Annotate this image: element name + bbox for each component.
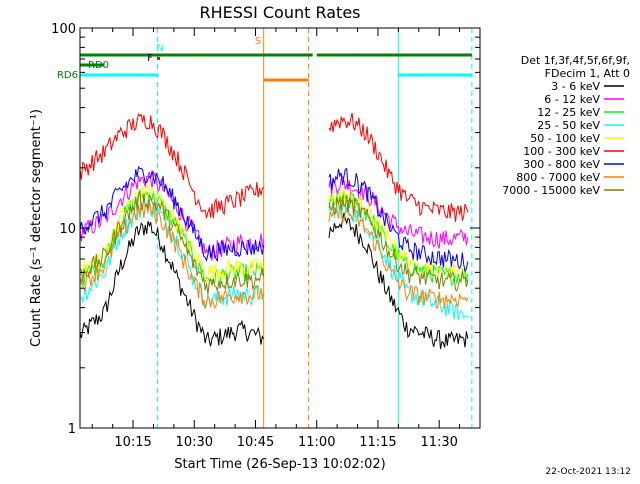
n-label: N [156, 43, 163, 54]
legend-entry-label: 3 - 6 keV [551, 80, 600, 93]
series-line [328, 112, 469, 222]
series-line [328, 194, 469, 292]
legend: Det 1f,3f,4f,5f,6f,9f,FDecim 1, Att 03 -… [502, 54, 630, 197]
x-tick-label: 11:30 [420, 435, 457, 450]
x-tick-label: 11:15 [359, 435, 396, 450]
legend-entry-label: 12 - 25 keV [537, 106, 600, 119]
series-line [328, 167, 469, 273]
series-line [328, 190, 469, 286]
x-tick-label: 10:45 [237, 435, 274, 450]
y-tick-label: 1 [68, 422, 76, 437]
y-tick-label: 10 [59, 222, 76, 237]
legend-entry-label: 800 - 7000 keV [516, 171, 600, 184]
axes: 10:15 10:30 10:45 11:00 11:15 11:30 1 10 100 [51, 22, 481, 450]
date-stamp: 22-Oct-2021 13:12 [546, 467, 631, 477]
series-line [79, 190, 265, 295]
y-axis-label: Count Rate (s⁻¹ detector segment⁻¹) [29, 109, 44, 347]
legend-entry-label: 6 - 12 keV [544, 93, 600, 106]
rd6-label: RD6 [57, 70, 78, 81]
x-tick-label: 11:00 [298, 435, 335, 450]
series-line [328, 187, 468, 279]
series-line [79, 112, 265, 219]
series-line [328, 204, 469, 309]
f-label: F [147, 53, 153, 64]
series-line [79, 165, 265, 263]
x-axis-label: Start Time (26-Sep-13 10:02:02) [174, 457, 385, 472]
chart-title: RHESSI Count Rates [200, 3, 361, 22]
legend-header-line: FDecim 1, Att 0 [545, 67, 630, 80]
s-label: S [255, 36, 261, 47]
series-line [79, 221, 265, 347]
flare-marker [157, 57, 160, 60]
series-line [79, 200, 265, 310]
legend-entry-label: 50 - 100 keV [530, 132, 600, 145]
legend-entry-label: 25 - 50 keV [537, 119, 600, 132]
y-tick-label: 100 [51, 22, 76, 37]
rd0-label: RD0 [88, 60, 109, 71]
series-line [328, 175, 469, 249]
legend-entry-label: 300 - 800 keV [523, 158, 600, 171]
x-tick-label: 10:30 [176, 435, 213, 450]
series-line [328, 212, 469, 350]
series-line [79, 182, 265, 282]
legend-header-line: Det 1f,3f,4f,5f,6f,9f, [521, 54, 630, 67]
legend-entry-label: 7000 - 15000 keV [502, 184, 600, 197]
x-tick-label: 10:15 [114, 435, 151, 450]
plot-area: RD6 RD0 FN S [57, 28, 473, 428]
legend-entry-label: 100 - 300 keV [523, 145, 600, 158]
